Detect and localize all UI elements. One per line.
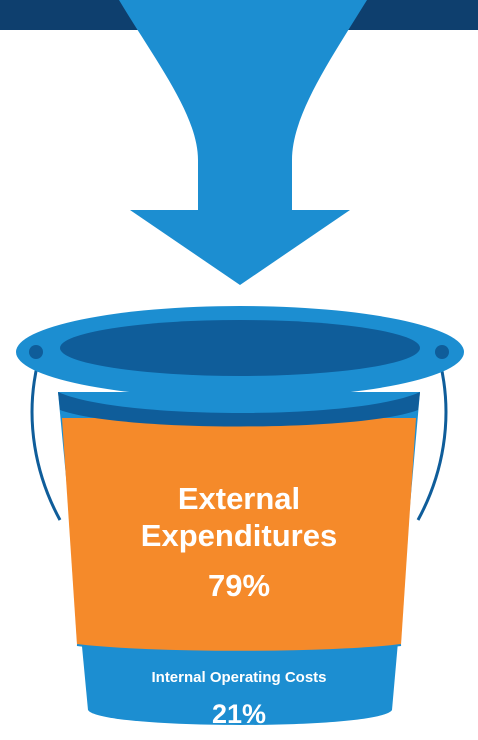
bucket-handle xyxy=(30,361,62,521)
bucket-handle-right xyxy=(416,361,448,521)
external-percent: 79% xyxy=(207,568,271,603)
internal-operating-costs-label: Internal Operating Costs xyxy=(151,669,327,686)
internal-percent: 21% xyxy=(211,699,267,729)
external-expenditures-label: External Expenditures xyxy=(0,480,478,554)
down-arrow-funnel-icon xyxy=(119,0,367,285)
bucket-rivet-left xyxy=(29,345,43,359)
bucket-label-band xyxy=(62,418,416,652)
external-line1: External xyxy=(177,481,301,516)
bucket-rim-shadow xyxy=(58,392,420,427)
bucket-lower-band xyxy=(76,644,402,653)
bucket-rivet-right xyxy=(435,345,449,359)
external-line2: Expenditures xyxy=(140,518,338,553)
bucket-opening xyxy=(60,320,420,376)
